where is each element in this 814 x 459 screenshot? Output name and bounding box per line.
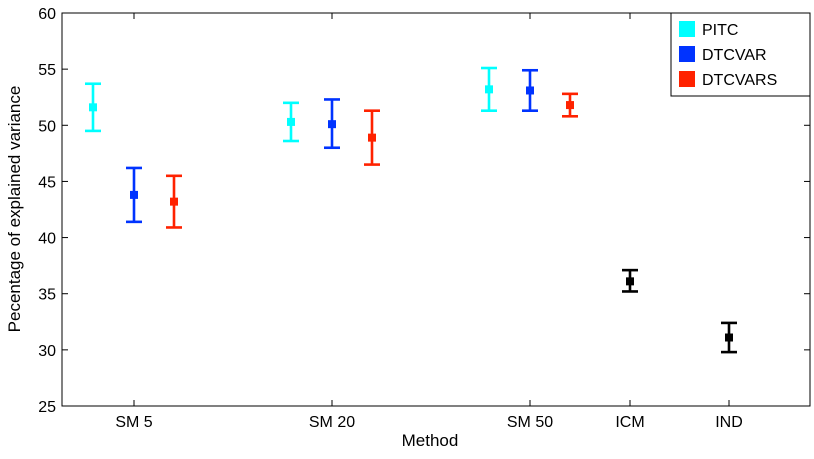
x-tick-label: SM 20 [309,414,355,431]
y-tick-label: 35 [38,287,56,304]
error-bar [721,321,737,354]
error-bar [522,68,538,112]
error-bar [562,92,578,118]
y-tick-label: 40 [38,231,56,248]
legend-entry-label: PITC [702,22,738,39]
error-bar [166,174,182,229]
y-tick-label: 45 [38,174,56,191]
x-tick-label: ICM [615,414,644,431]
data-point-marker [130,190,138,199]
data-point-marker [566,101,574,110]
data-point-marker [626,277,634,286]
x-axis-ticks: SM 5 SM 20 SM 50 ICM IND [115,13,743,431]
y-axis-label: Pecentage of explained variance [5,86,24,333]
y-tick-label: 25 [38,399,56,416]
error-bar [283,101,299,143]
legend-swatch [679,46,695,62]
data-point-marker [725,333,733,342]
data-point-marker [485,85,493,94]
error-bar [126,166,142,224]
error-bar [364,109,380,166]
y-tick-label: 60 [38,6,56,23]
legend-swatch [679,21,695,37]
data-point-marker [89,103,97,112]
data-point-marker [170,197,178,206]
legend-entry-label: DTCVAR [702,47,767,64]
y-tick-label: 55 [38,62,56,79]
y-tick-label: 30 [38,343,56,360]
data-point-marker [526,86,534,95]
x-axis-label: Method [402,431,459,450]
legend-entry-label: DTCVARS [702,72,777,89]
data-point-marker [287,117,295,126]
x-tick-label: SM 50 [507,414,553,431]
data-point-marker [328,120,336,129]
data-point-marker [368,133,376,142]
y-axis-ticks: 25 30 35 40 45 50 55 60 [38,6,810,416]
x-tick-label: IND [715,414,743,431]
legend-swatch [679,71,695,87]
error-bar [85,82,101,133]
error-bars [85,66,737,354]
x-tick-label: SM 5 [115,414,152,431]
error-bar [481,66,497,112]
legend: PITC DTCVAR DTCVARS [670,12,811,97]
error-bar [324,98,340,150]
y-tick-label: 50 [38,118,56,135]
error-bar [622,268,638,293]
